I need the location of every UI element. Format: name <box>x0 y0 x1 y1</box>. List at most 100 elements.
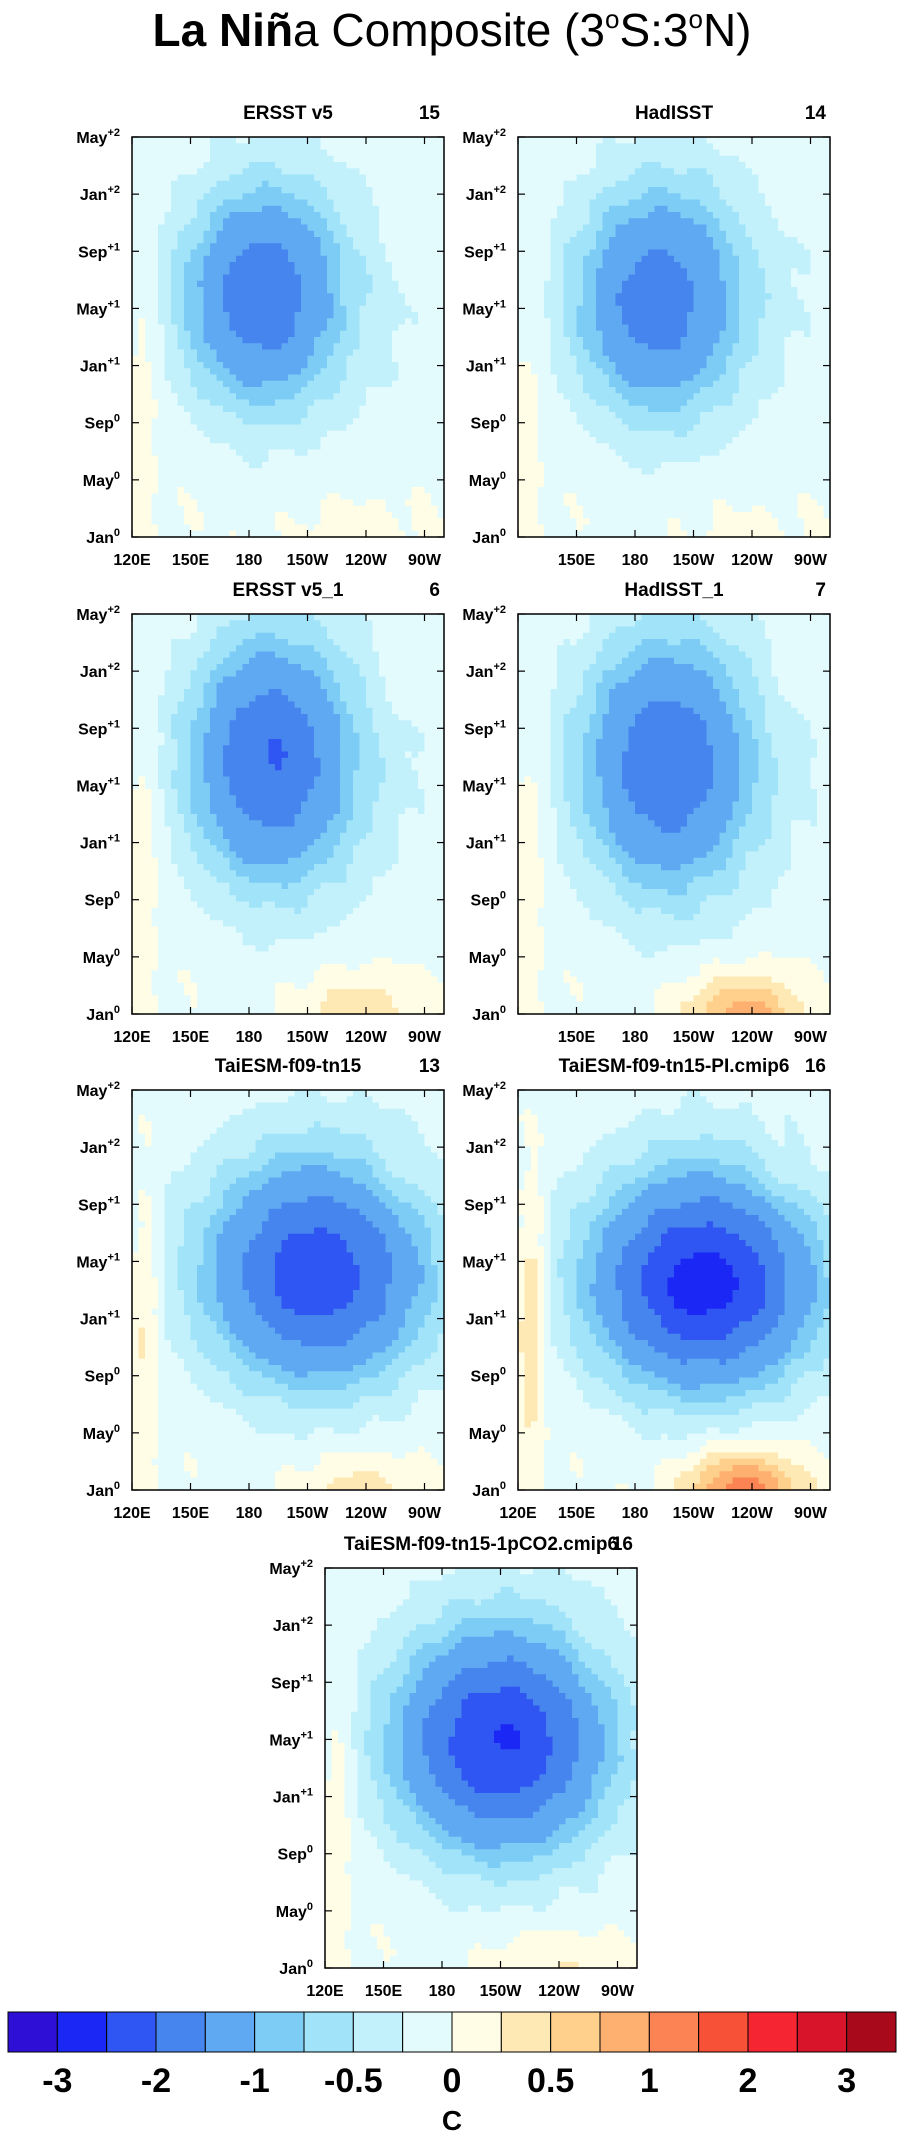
heatmap-cell <box>418 343 425 350</box>
heatmap-cell <box>746 218 753 225</box>
heatmap-cell <box>418 231 425 238</box>
heatmap-cell <box>308 343 315 350</box>
heatmap-cell <box>412 225 419 232</box>
heatmap-cell <box>165 137 172 144</box>
heatmap-cell <box>412 200 419 207</box>
heatmap-cell <box>811 200 818 207</box>
heatmap-cell <box>295 231 302 238</box>
heatmap-cell <box>236 325 243 332</box>
heatmap-cell <box>223 350 230 357</box>
heatmap-cell <box>347 393 354 400</box>
heatmap-cell <box>616 231 623 238</box>
heatmap-cell <box>334 500 341 507</box>
heatmap-cell <box>425 412 432 419</box>
heatmap-cell <box>275 250 282 257</box>
heatmap-cell <box>642 200 649 207</box>
heatmap-cell <box>655 206 662 213</box>
heatmap-cell <box>184 400 191 407</box>
heatmap-cell <box>145 506 152 513</box>
heatmap-cell <box>700 181 707 188</box>
heatmap-cell <box>412 175 419 182</box>
heatmap-cell <box>236 487 243 494</box>
heatmap-cell <box>405 325 412 332</box>
heatmap-cell <box>171 243 178 250</box>
heatmap-cell <box>249 237 256 244</box>
heatmap-cell <box>616 218 623 225</box>
heatmap-cell <box>373 200 380 207</box>
heatmap-cell <box>184 512 191 519</box>
heatmap-cell <box>418 143 425 150</box>
heatmap-cell <box>405 268 412 275</box>
heatmap-cell <box>431 168 438 175</box>
heatmap-cell <box>249 200 256 207</box>
heatmap-cell <box>139 181 146 188</box>
heatmap-cell <box>262 250 269 257</box>
heatmap-cell <box>804 212 811 219</box>
heatmap-cell <box>171 168 178 175</box>
heatmap-cell <box>340 337 347 344</box>
heatmap-cell <box>152 343 159 350</box>
heatmap-cell <box>158 337 165 344</box>
heatmap-cell <box>694 156 701 163</box>
heatmap-cell <box>353 475 360 482</box>
heatmap-cell <box>603 256 610 263</box>
heatmap-cell <box>191 343 198 350</box>
heatmap-cell <box>145 387 152 394</box>
heatmap-cell <box>544 150 551 157</box>
heatmap-cell <box>295 462 302 469</box>
heatmap-cell <box>152 193 159 200</box>
heatmap-cell <box>145 462 152 469</box>
heatmap-cell <box>405 481 412 488</box>
heatmap-cell <box>366 331 373 338</box>
heatmap-cell <box>785 243 792 250</box>
heatmap-cell <box>431 356 438 363</box>
heatmap-cell <box>275 193 282 200</box>
heatmap-cell <box>139 468 146 475</box>
heatmap-cell <box>191 500 198 507</box>
heatmap-cell <box>366 481 373 488</box>
heatmap-cell <box>577 162 584 169</box>
heatmap-cell <box>184 350 191 357</box>
heatmap-cell <box>399 162 406 169</box>
heatmap-cell <box>256 268 263 275</box>
heatmap-cell <box>360 150 367 157</box>
heatmap-cell <box>223 250 230 257</box>
heatmap-cell <box>635 218 642 225</box>
heatmap-cell <box>720 231 727 238</box>
heatmap-cell <box>139 250 146 257</box>
heatmap-cell <box>622 231 629 238</box>
heatmap-cell <box>577 243 584 250</box>
heatmap-cell <box>360 181 367 188</box>
heatmap-cell <box>334 275 341 282</box>
heatmap-cell <box>262 493 269 500</box>
heatmap-cell <box>538 150 545 157</box>
heatmap-cell <box>765 150 772 157</box>
heatmap-cell <box>295 393 302 400</box>
heatmap-cell <box>132 493 139 500</box>
heatmap-cell <box>282 337 289 344</box>
heatmap-cell <box>301 231 308 238</box>
heatmap-cell <box>158 256 165 263</box>
heatmap-cell <box>405 506 412 513</box>
heatmap-cell <box>379 287 386 294</box>
heatmap-cell <box>386 218 393 225</box>
heatmap-cell <box>178 325 185 332</box>
heatmap-cell <box>269 156 276 163</box>
heatmap-cell <box>288 206 295 213</box>
heatmap-cell <box>726 187 733 194</box>
heatmap-cell <box>145 312 152 319</box>
heatmap-cell <box>629 143 636 150</box>
heatmap-cell <box>373 500 380 507</box>
heatmap-cell <box>713 212 720 219</box>
heatmap-cell <box>392 412 399 419</box>
heatmap-cell <box>340 187 347 194</box>
heatmap-cell <box>694 181 701 188</box>
heatmap-cell <box>321 306 328 313</box>
heatmap-cell <box>759 162 766 169</box>
heatmap-cell <box>321 481 328 488</box>
heatmap-cell <box>392 356 399 363</box>
heatmap-cell <box>256 475 263 482</box>
heatmap-cell <box>256 412 263 419</box>
heatmap-cell <box>204 400 211 407</box>
heatmap-cell <box>392 443 399 450</box>
